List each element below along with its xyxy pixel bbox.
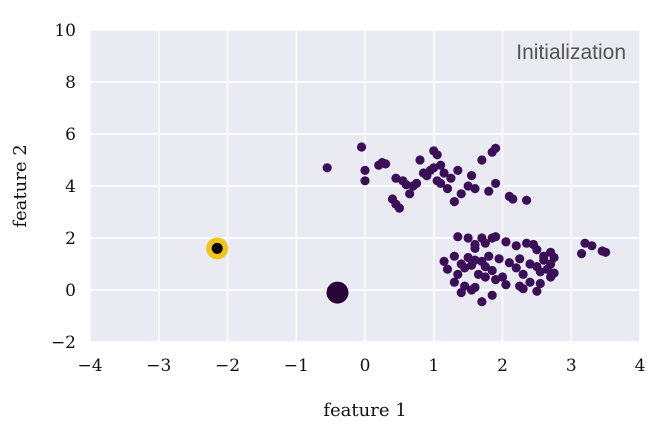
data-point <box>576 249 587 259</box>
x-tick-label: 1 <box>428 356 439 376</box>
data-point <box>463 233 473 243</box>
data-point <box>501 280 511 290</box>
data-point <box>477 155 487 165</box>
data-point <box>501 237 511 247</box>
data-point <box>601 247 611 257</box>
data-point <box>521 195 532 205</box>
data-point <box>439 256 449 266</box>
centroid-core <box>211 242 223 254</box>
y-tick-labels: −2 0 2 4 6 8 10 <box>51 21 76 353</box>
data-point <box>466 285 477 295</box>
data-point <box>466 171 477 181</box>
data-point <box>436 160 446 170</box>
y-tick-label: 2 <box>65 229 76 249</box>
data-point <box>453 269 463 279</box>
data-point <box>470 184 480 194</box>
data-point <box>411 178 422 188</box>
data-point <box>484 251 494 261</box>
y-axis-label: feature 2 <box>10 144 31 227</box>
x-tick-label: −1 <box>284 356 309 376</box>
y-tick-label: 8 <box>65 73 76 93</box>
x-tick-label: −2 <box>215 356 240 376</box>
data-point <box>477 297 487 307</box>
data-point <box>511 263 521 273</box>
y-tick-label: 10 <box>54 21 76 41</box>
data-point <box>491 275 501 285</box>
y-tick-label: 4 <box>65 177 76 197</box>
data-point <box>508 194 518 204</box>
data-point <box>546 272 556 282</box>
grid-lines <box>89 29 641 343</box>
data-point <box>453 232 463 242</box>
data-point <box>491 178 501 188</box>
data-point <box>436 178 446 188</box>
data-point <box>532 286 542 296</box>
x-tick-label: 4 <box>635 356 646 376</box>
chart-annotation: Initialization <box>516 41 626 64</box>
y-tick-label: 0 <box>65 281 76 301</box>
data-point <box>480 238 490 248</box>
data-point <box>511 241 521 251</box>
data-point <box>518 269 528 279</box>
data-point <box>491 232 501 242</box>
data-point <box>449 277 459 287</box>
data-point <box>525 277 535 287</box>
data-point <box>518 284 528 294</box>
data-point <box>532 245 542 255</box>
data-point <box>491 143 501 153</box>
data-point <box>470 255 480 265</box>
data-point <box>446 173 456 183</box>
data-point <box>504 258 514 268</box>
x-axis-label: feature 1 <box>323 400 406 421</box>
data-point <box>494 254 504 264</box>
data-point <box>453 165 463 175</box>
x-tick-label: −4 <box>77 356 102 376</box>
data-point <box>449 251 459 261</box>
data-point <box>401 180 411 190</box>
data-point <box>432 150 442 160</box>
x-tick-labels: −4 −3 −2 −1 0 1 2 3 4 <box>77 356 645 376</box>
data-point <box>415 155 425 165</box>
centroid-marker <box>326 281 349 304</box>
data-point <box>487 290 497 300</box>
data-point <box>405 189 415 199</box>
data-point <box>381 159 391 169</box>
x-tick-label: −3 <box>146 356 171 376</box>
x-tick-label: 3 <box>566 356 577 376</box>
data-point <box>439 168 449 178</box>
data-point <box>356 142 367 152</box>
data-point <box>535 278 545 289</box>
data-point <box>587 241 597 251</box>
data-point <box>480 262 490 272</box>
data-point <box>456 288 466 298</box>
data-point <box>360 176 370 186</box>
data-point <box>322 163 332 173</box>
data-point <box>442 264 453 274</box>
data-points <box>322 142 611 307</box>
data-point <box>515 254 525 264</box>
data-point <box>456 189 466 199</box>
data-point <box>546 259 556 269</box>
y-tick-label: 6 <box>65 125 76 145</box>
data-point <box>360 165 370 175</box>
y-tick-label: −2 <box>51 333 76 353</box>
centroid-markers <box>206 237 349 304</box>
data-point <box>442 184 453 194</box>
data-point <box>394 203 404 213</box>
data-point <box>487 265 497 276</box>
data-point <box>480 272 490 282</box>
data-point <box>484 186 494 196</box>
data-point <box>470 243 480 253</box>
data-point <box>449 197 459 207</box>
data-point <box>539 255 549 265</box>
x-tick-label: 0 <box>360 356 371 376</box>
x-tick-label: 2 <box>497 356 508 376</box>
data-point <box>521 238 532 248</box>
